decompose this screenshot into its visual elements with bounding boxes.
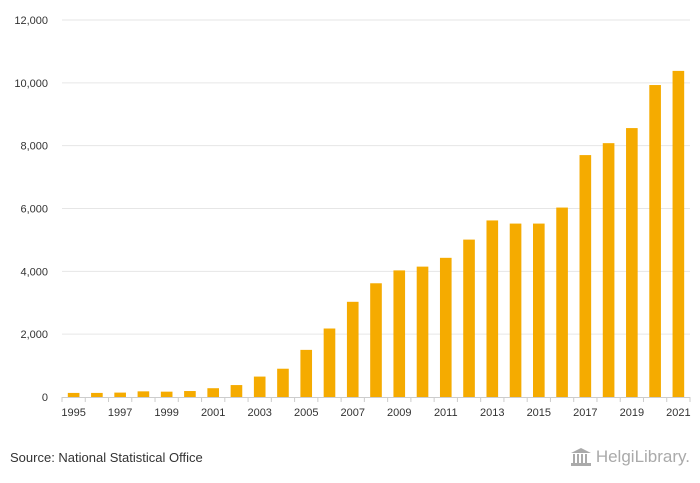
library-building-icon	[570, 448, 591, 466]
bar-2002	[230, 385, 243, 397]
x-tick-label: 2003	[247, 407, 271, 419]
bar-2007	[346, 301, 359, 397]
bar-2016	[556, 207, 568, 397]
x-tick-label: 1999	[154, 407, 178, 419]
helgi-library-logo: HelgiLibrary.	[570, 447, 690, 467]
x-tick-label: 2011	[434, 407, 458, 419]
bar-2004	[277, 368, 289, 397]
bar-2001	[207, 388, 219, 397]
bar-1997	[114, 392, 126, 397]
y-tick-label: 6,000	[20, 204, 48, 216]
logo-text: HelgiLibrary.	[595, 447, 690, 466]
y-tick-label: 12,000	[14, 15, 48, 27]
source-note: Source: National Statistical Office	[10, 450, 203, 465]
bar-2018	[602, 143, 615, 397]
x-tick-label: 2007	[340, 407, 364, 419]
x-tick-label: 2015	[527, 407, 551, 419]
bar-2006	[323, 328, 336, 397]
x-tick-label: 1995	[61, 407, 85, 419]
y-tick-label: 8,000	[20, 141, 48, 153]
bar-2013	[486, 220, 499, 397]
x-tick-label: 2005	[294, 407, 318, 419]
bar-1999	[160, 391, 173, 397]
bar-2017	[579, 155, 592, 397]
x-tick-label: 2013	[480, 407, 504, 419]
x-tick-label: 2017	[573, 407, 597, 419]
bar-1998	[137, 391, 150, 397]
y-axis-labels: 0 2,000 4,000 6,000 8,000 10,000 12,000	[14, 15, 48, 404]
bar-2014	[509, 223, 522, 397]
y-tick-label: 2,000	[20, 329, 48, 341]
bar-2009	[393, 270, 406, 397]
y-tick-label: 10,000	[14, 78, 48, 90]
x-axis-ticks	[61, 397, 691, 402]
x-tick-label: 1997	[108, 407, 132, 419]
bar-2008	[370, 283, 382, 397]
bar-2015	[533, 223, 545, 397]
y-tick-label: 0	[42, 392, 48, 404]
bar-2011	[439, 257, 452, 397]
bar-1996	[91, 392, 103, 397]
bar-2020	[649, 85, 661, 397]
x-tick-label: 2001	[201, 407, 225, 419]
x-tick-label: 2021	[666, 407, 690, 419]
bar-2010	[416, 266, 429, 397]
bar-2019	[626, 128, 638, 397]
x-tick-label: 2019	[620, 407, 644, 419]
bars	[67, 70, 685, 398]
bar-1995	[67, 392, 80, 397]
x-tick-label: 2009	[387, 407, 411, 419]
bar-2003	[253, 376, 266, 397]
bar-2021	[672, 70, 685, 398]
bar-2000	[184, 391, 196, 397]
bar-2012	[463, 239, 475, 397]
y-tick-label: 4,000	[20, 266, 48, 278]
x-axis-labels: 1995 1997 1999 2001 2003 2005 2007 2009 2011 2013…	[61, 407, 690, 419]
bar-2005	[300, 349, 313, 397]
